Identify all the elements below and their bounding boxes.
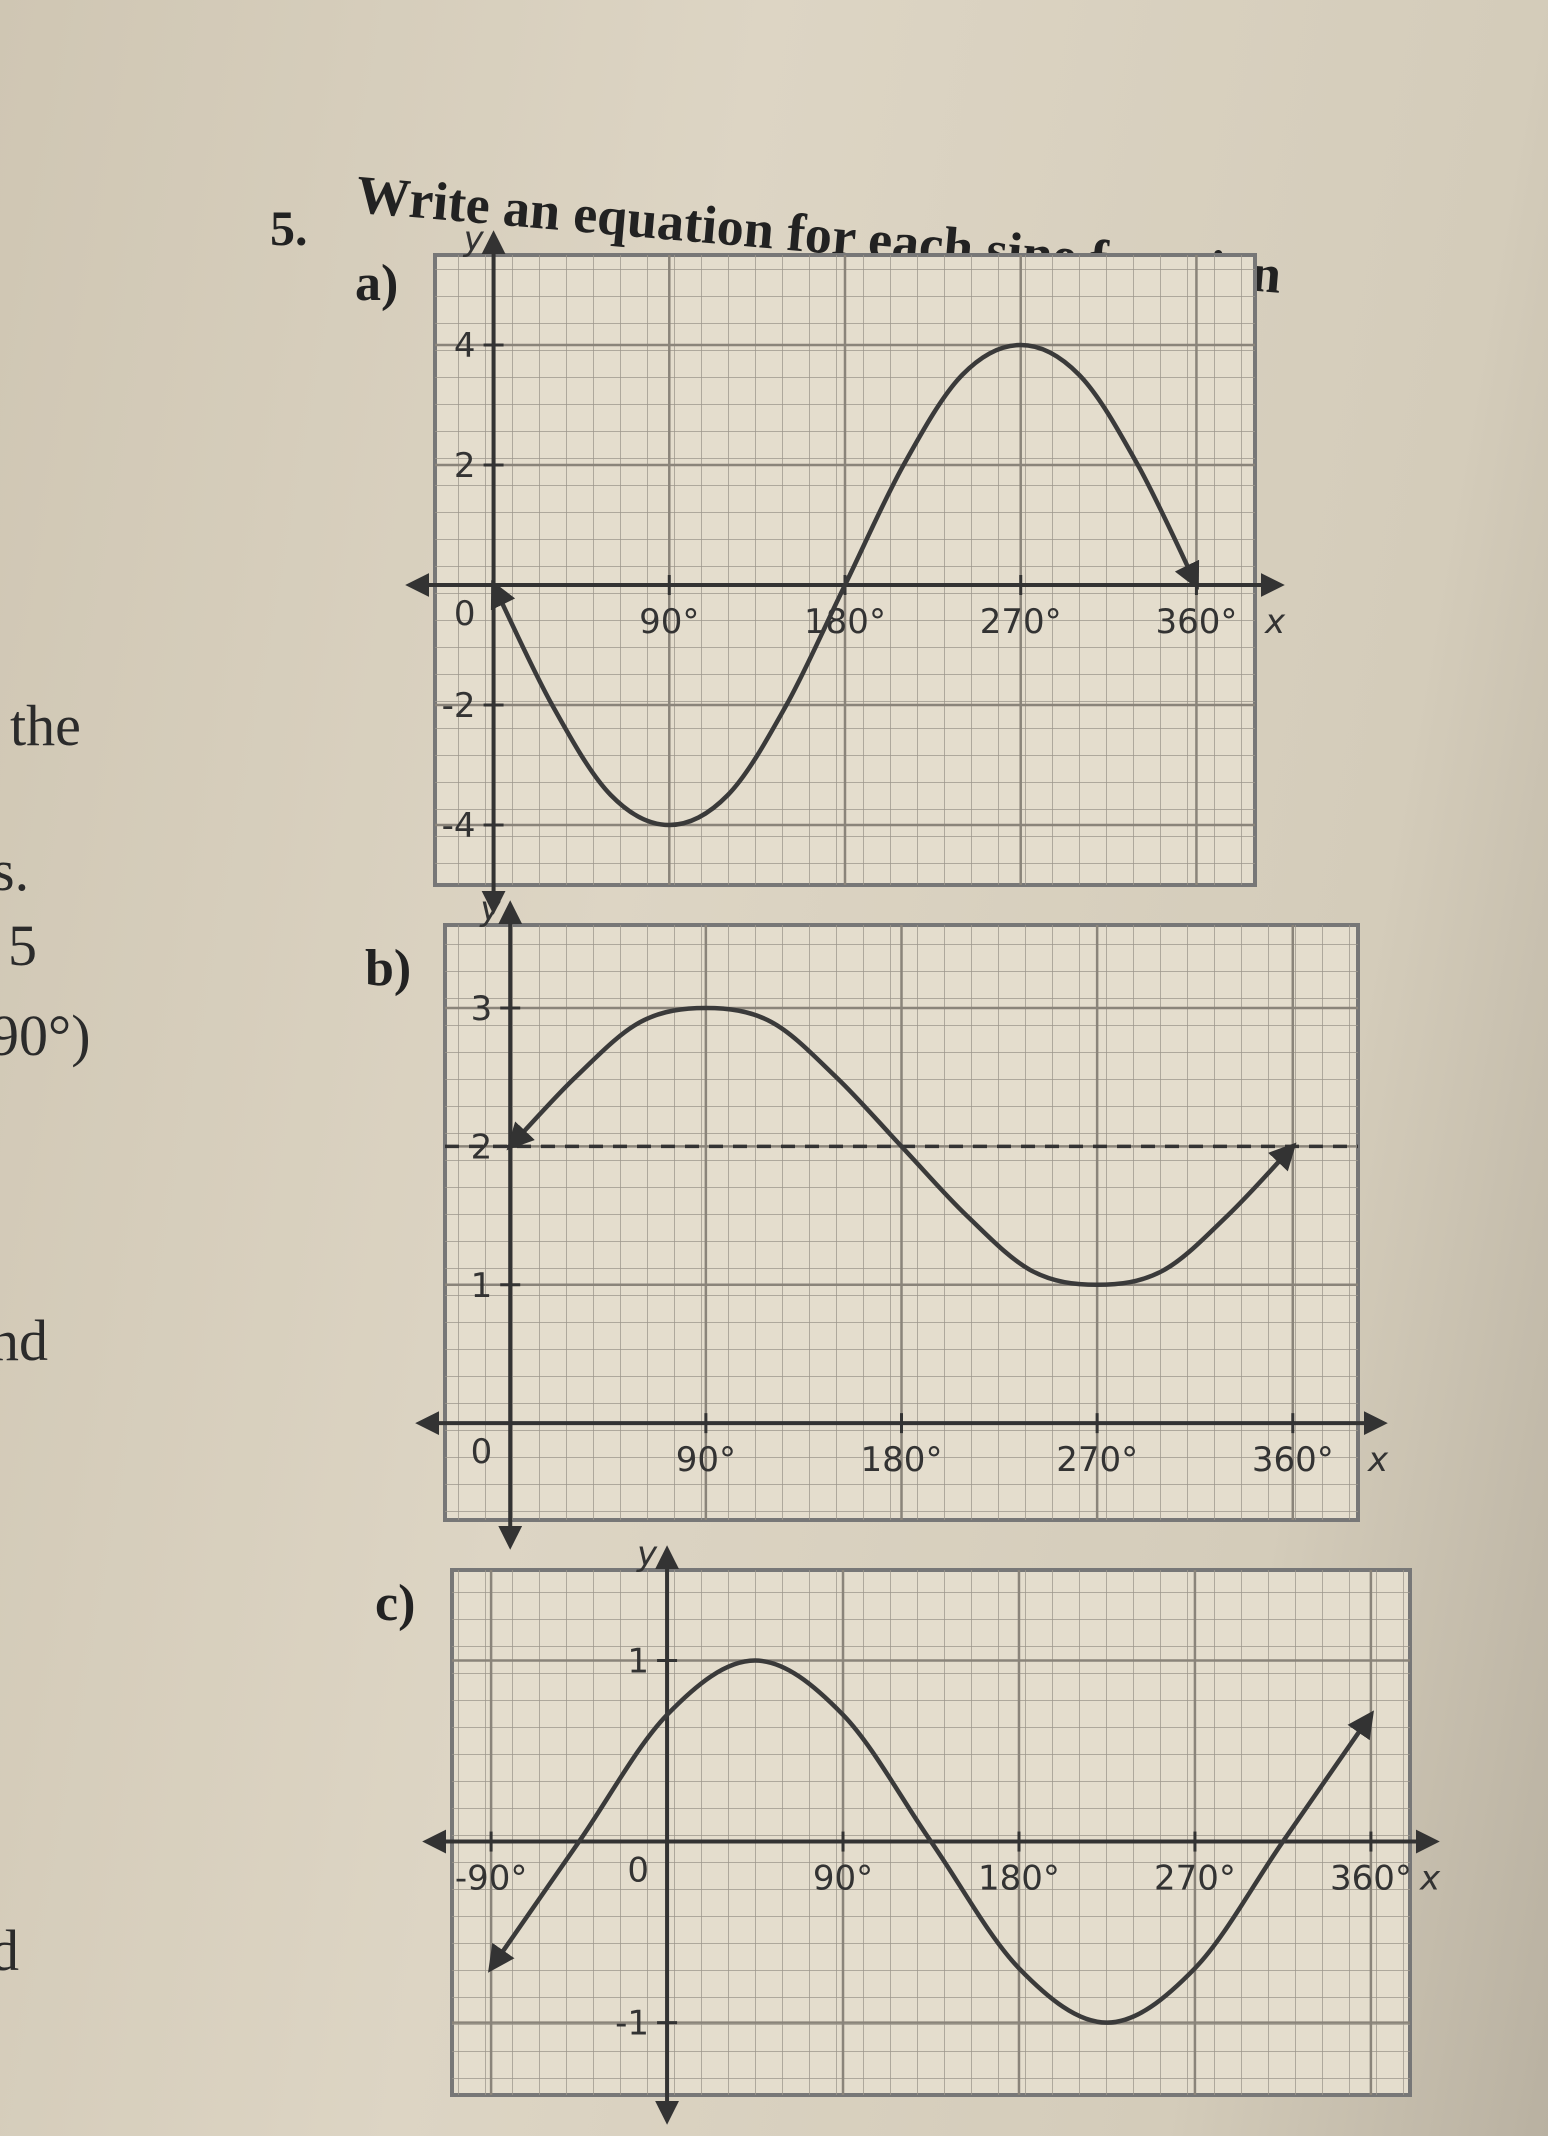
curve <box>490 342 1200 828</box>
y-tick-label: 1 <box>471 1266 493 1306</box>
x-tick-label: -90° <box>455 1859 528 1899</box>
y-tick-label: 2 <box>454 446 476 486</box>
x-tick-label: 90° <box>639 602 699 642</box>
y-tick-label: 1 <box>627 1642 649 1682</box>
curve <box>506 1005 1297 1288</box>
x-axis-label: x <box>1419 1859 1441 1899</box>
part-label: a) <box>355 255 398 312</box>
x-tick-label: 270° <box>1154 1859 1236 1899</box>
x-tick-label: 360° <box>1330 1859 1412 1899</box>
y-axis-label: y <box>463 219 485 259</box>
chart: b)90°180°270°360°0123xy <box>365 889 1389 1550</box>
x-tick-label: 270° <box>1056 1440 1138 1480</box>
part-label: c) <box>375 1575 415 1632</box>
margin-text: s. <box>0 838 29 903</box>
margin-text: nd <box>0 1308 48 1373</box>
y-tick-label: 3 <box>471 989 493 1029</box>
curve <box>488 1658 1374 2025</box>
y-tick-label: -4 <box>442 806 476 846</box>
x-tick-label: 360° <box>1155 602 1237 642</box>
part-label: b) <box>365 940 411 997</box>
y-tick-label: -1 <box>615 2004 649 2044</box>
y-tick-label: -2 <box>442 686 476 726</box>
margin-text: 90°) <box>0 1003 91 1068</box>
y-tick-label: 0 <box>454 594 476 634</box>
x-axis-label: x <box>1367 1440 1389 1480</box>
x-tick-label: 180° <box>804 602 886 642</box>
y-tick-label: 0 <box>627 1851 649 1891</box>
y-axis-label: y <box>479 889 501 929</box>
x-tick-label: 90° <box>676 1440 736 1480</box>
margin: the s. 5 90°) nd d <box>0 693 91 1983</box>
x-tick-label: 180° <box>861 1440 943 1480</box>
y-axis-label: y <box>636 1534 658 1574</box>
margin-text: the <box>10 693 81 758</box>
x-tick-label: 270° <box>980 602 1062 642</box>
question-number: 5. <box>270 200 308 256</box>
x-tick-label: 90° <box>813 1859 873 1899</box>
x-tick-label: 180° <box>978 1859 1060 1899</box>
y-tick-label: 4 <box>454 326 476 366</box>
x-tick-label: 360° <box>1252 1440 1334 1480</box>
minor-grid <box>452 1570 1410 2095</box>
chart: c) -90° 90° 180° 270° 360° -1 0 1 x y <box>375 1534 1441 2125</box>
x-axis-label: x <box>1264 602 1286 642</box>
margin-text: 5 <box>8 913 37 978</box>
chart: a) 90° 180° 270° 360° -4 -2 0 2 4 x y <box>355 219 1286 915</box>
margin-text: d <box>0 1918 19 1983</box>
y-tick-label: 0 <box>471 1432 493 1472</box>
